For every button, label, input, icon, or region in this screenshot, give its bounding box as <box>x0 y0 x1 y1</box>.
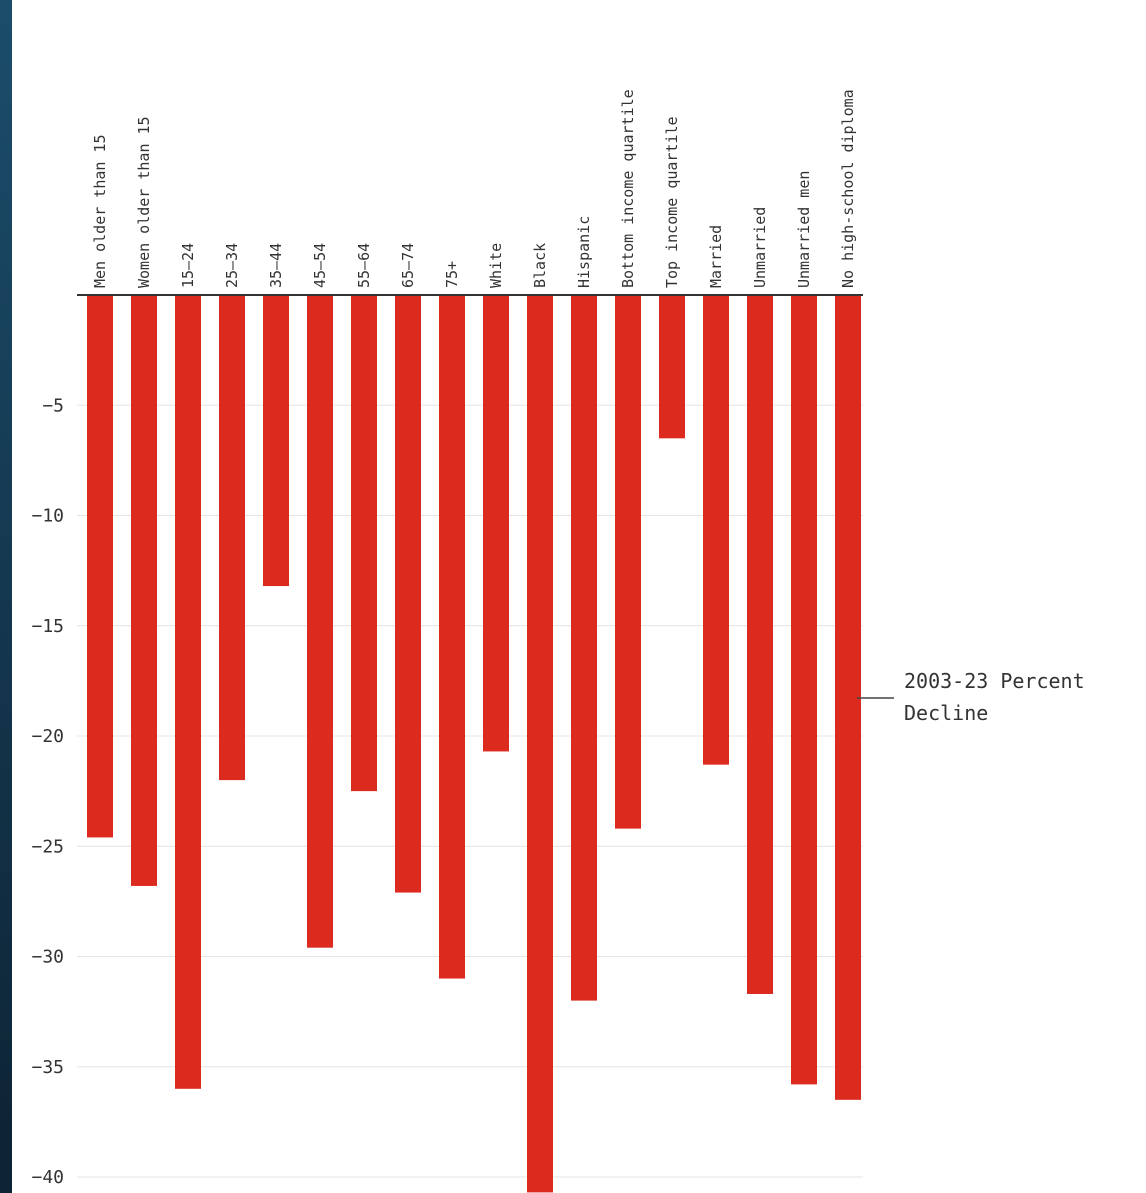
bar <box>351 295 377 792</box>
category-label: Women older than 15 <box>135 116 153 288</box>
category-label: Unmarried men <box>795 171 813 288</box>
bar <box>659 295 685 439</box>
annotation-line-2: Decline <box>904 701 988 725</box>
annotation-line-1: 2003-23 Percent <box>904 669 1085 693</box>
category-label: 15–24 <box>179 243 197 288</box>
bar <box>307 295 333 948</box>
category-label: 65–74 <box>399 243 417 288</box>
bar <box>747 295 773 994</box>
y-axis-tick-labels: −5 −10 −15 −20 −25 −30 −35 −40 <box>31 395 64 1188</box>
category-label: 55–64 <box>355 243 373 288</box>
bar <box>263 295 289 587</box>
bar <box>791 295 817 1085</box>
left-edge-strip <box>0 0 12 1193</box>
category-label: 45–54 <box>311 243 329 288</box>
category-label: White <box>487 243 505 288</box>
y-tick-label: −20 <box>31 726 64 747</box>
category-label: Men older than 15 <box>91 134 109 288</box>
y-tick-label: −25 <box>31 836 64 857</box>
y-tick-label: −40 <box>31 1167 64 1188</box>
annotation: 2003-23 Percent Decline <box>857 669 1085 725</box>
category-labels: Men older than 15 Women older than 15 15–2… <box>91 89 857 288</box>
category-label: Bottom income quartile <box>619 89 637 288</box>
category-label: Top income quartile <box>663 116 681 288</box>
bar <box>571 295 597 1001</box>
category-label: Unmarried <box>751 207 769 288</box>
y-tick-label: −10 <box>31 506 64 527</box>
bar <box>87 295 113 838</box>
bar <box>483 295 509 752</box>
y-tick-label: −15 <box>31 616 64 637</box>
bar <box>439 295 465 979</box>
category-label: 35–44 <box>267 243 285 288</box>
bar <box>835 295 861 1100</box>
bar <box>527 295 553 1193</box>
category-label: 75+ <box>443 261 461 288</box>
category-label: No high-school diploma <box>839 89 857 288</box>
category-label: Married <box>707 225 725 288</box>
category-label: Hispanic <box>575 216 593 288</box>
category-label: Black <box>531 243 549 288</box>
bar <box>131 295 157 886</box>
y-tick-label: −5 <box>42 395 64 416</box>
bar <box>395 295 421 893</box>
bar <box>175 295 201 1089</box>
bar <box>219 295 245 781</box>
bar <box>615 295 641 829</box>
gridlines <box>77 404 863 1178</box>
y-tick-label: −35 <box>31 1057 64 1078</box>
bar <box>703 295 729 765</box>
y-tick-label: −30 <box>31 947 64 968</box>
category-label: 25–34 <box>223 243 241 288</box>
bars <box>87 295 861 1193</box>
